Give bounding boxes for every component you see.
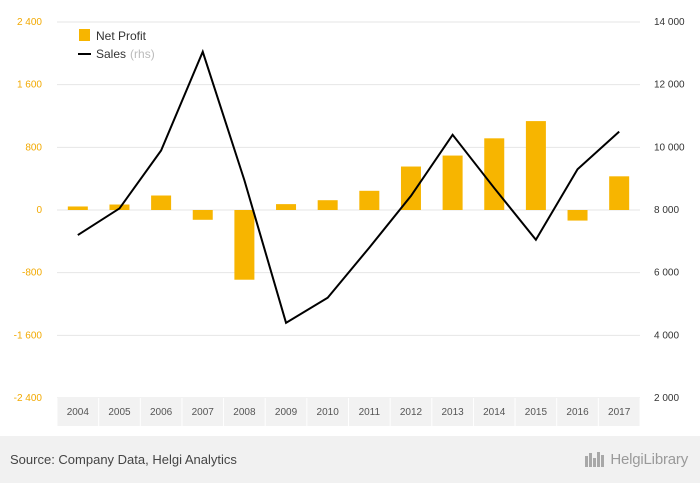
net-profit-bar (192, 210, 213, 220)
x-tick-label: 2011 (359, 407, 381, 418)
left-tick-label: 0 (36, 205, 42, 216)
right-tick-label: 8 000 (654, 205, 679, 216)
left-tick-label: -800 (22, 268, 42, 279)
net-profit-bar (234, 210, 255, 280)
x-tick-label: 2007 (192, 407, 215, 418)
x-tick-label: 2008 (233, 407, 256, 418)
net-profit-bar (442, 155, 463, 210)
net-profit-bar (317, 200, 338, 210)
x-tick-label: 2012 (400, 407, 423, 418)
net-profit-bar (151, 195, 172, 210)
legend-label-net-profit: Net Profit (96, 29, 147, 43)
x-tick-label: 2010 (317, 407, 340, 418)
right-tick-label: 14 000 (654, 17, 685, 28)
net-profit-bar (276, 204, 297, 210)
legend: Net Profit Sales (rhs) (78, 29, 155, 61)
helgi-library-logo[interactable]: HelgiLibrary (584, 448, 688, 470)
footer: Source: Company Data, Helgi Analytics He… (0, 436, 700, 483)
x-tick-label: 2013 (441, 407, 464, 418)
left-tick-label: -2 400 (14, 393, 43, 404)
net-profit-bar (67, 206, 88, 210)
right-tick-label: 10 000 (654, 142, 685, 153)
net-profit-bar (400, 166, 421, 210)
x-axis: 2004 2005 2006 2007 2008 2009 2010 2011 2012 2013… (56, 398, 641, 426)
left-tick-label: -1 600 (14, 330, 43, 341)
x-tick-label: 2004 (67, 407, 90, 418)
sales-polyline (77, 48, 620, 325)
legend-sales-note: (rhs) (130, 47, 155, 61)
left-axis-ticks: 2 400 1 600 800 0 -800 -1 600 -2 400 (14, 17, 43, 404)
left-tick-label: 1 600 (17, 80, 42, 91)
chart: 2 400 1 600 800 0 -800 -1 600 -2 400 14 000 12 … (14, 17, 685, 426)
source-text: Source: Company Data, Helgi Analytics (10, 452, 237, 467)
right-axis-ticks: 14 000 12 000 10 000 8 000 6 000 4 000 2 000 (654, 17, 685, 404)
legend-label-sales: Sales (rhs) (96, 47, 155, 61)
net-profit-bar (525, 121, 546, 210)
x-tick-label: 2006 (150, 407, 173, 418)
right-tick-label: 6 000 (654, 268, 679, 279)
x-tick-label: 2005 (108, 407, 131, 418)
x-tick-label: 2015 (525, 407, 548, 418)
right-tick-label: 12 000 (654, 80, 685, 91)
net-profit-bars (67, 121, 630, 280)
net-profit-bar (359, 190, 380, 210)
legend-swatch-net-profit (79, 29, 90, 41)
logo-text: HelgiLibrary (610, 450, 688, 468)
x-tick-label: 2017 (608, 407, 631, 418)
books-icon (585, 452, 605, 467)
x-tick-label: 2014 (483, 407, 506, 418)
x-tick-label: 2016 (566, 407, 589, 418)
left-tick-label: 800 (25, 142, 42, 153)
legend-sales-name: Sales (96, 47, 126, 61)
left-tick-label: 2 400 (17, 17, 42, 28)
right-tick-label: 4 000 (654, 330, 679, 341)
net-profit-bar (609, 176, 630, 210)
sales-line (77, 48, 620, 325)
net-profit-bar (484, 138, 505, 210)
right-tick-label: 2 000 (654, 393, 679, 404)
net-profit-bar (567, 210, 588, 221)
x-tick-label: 2009 (275, 407, 298, 418)
